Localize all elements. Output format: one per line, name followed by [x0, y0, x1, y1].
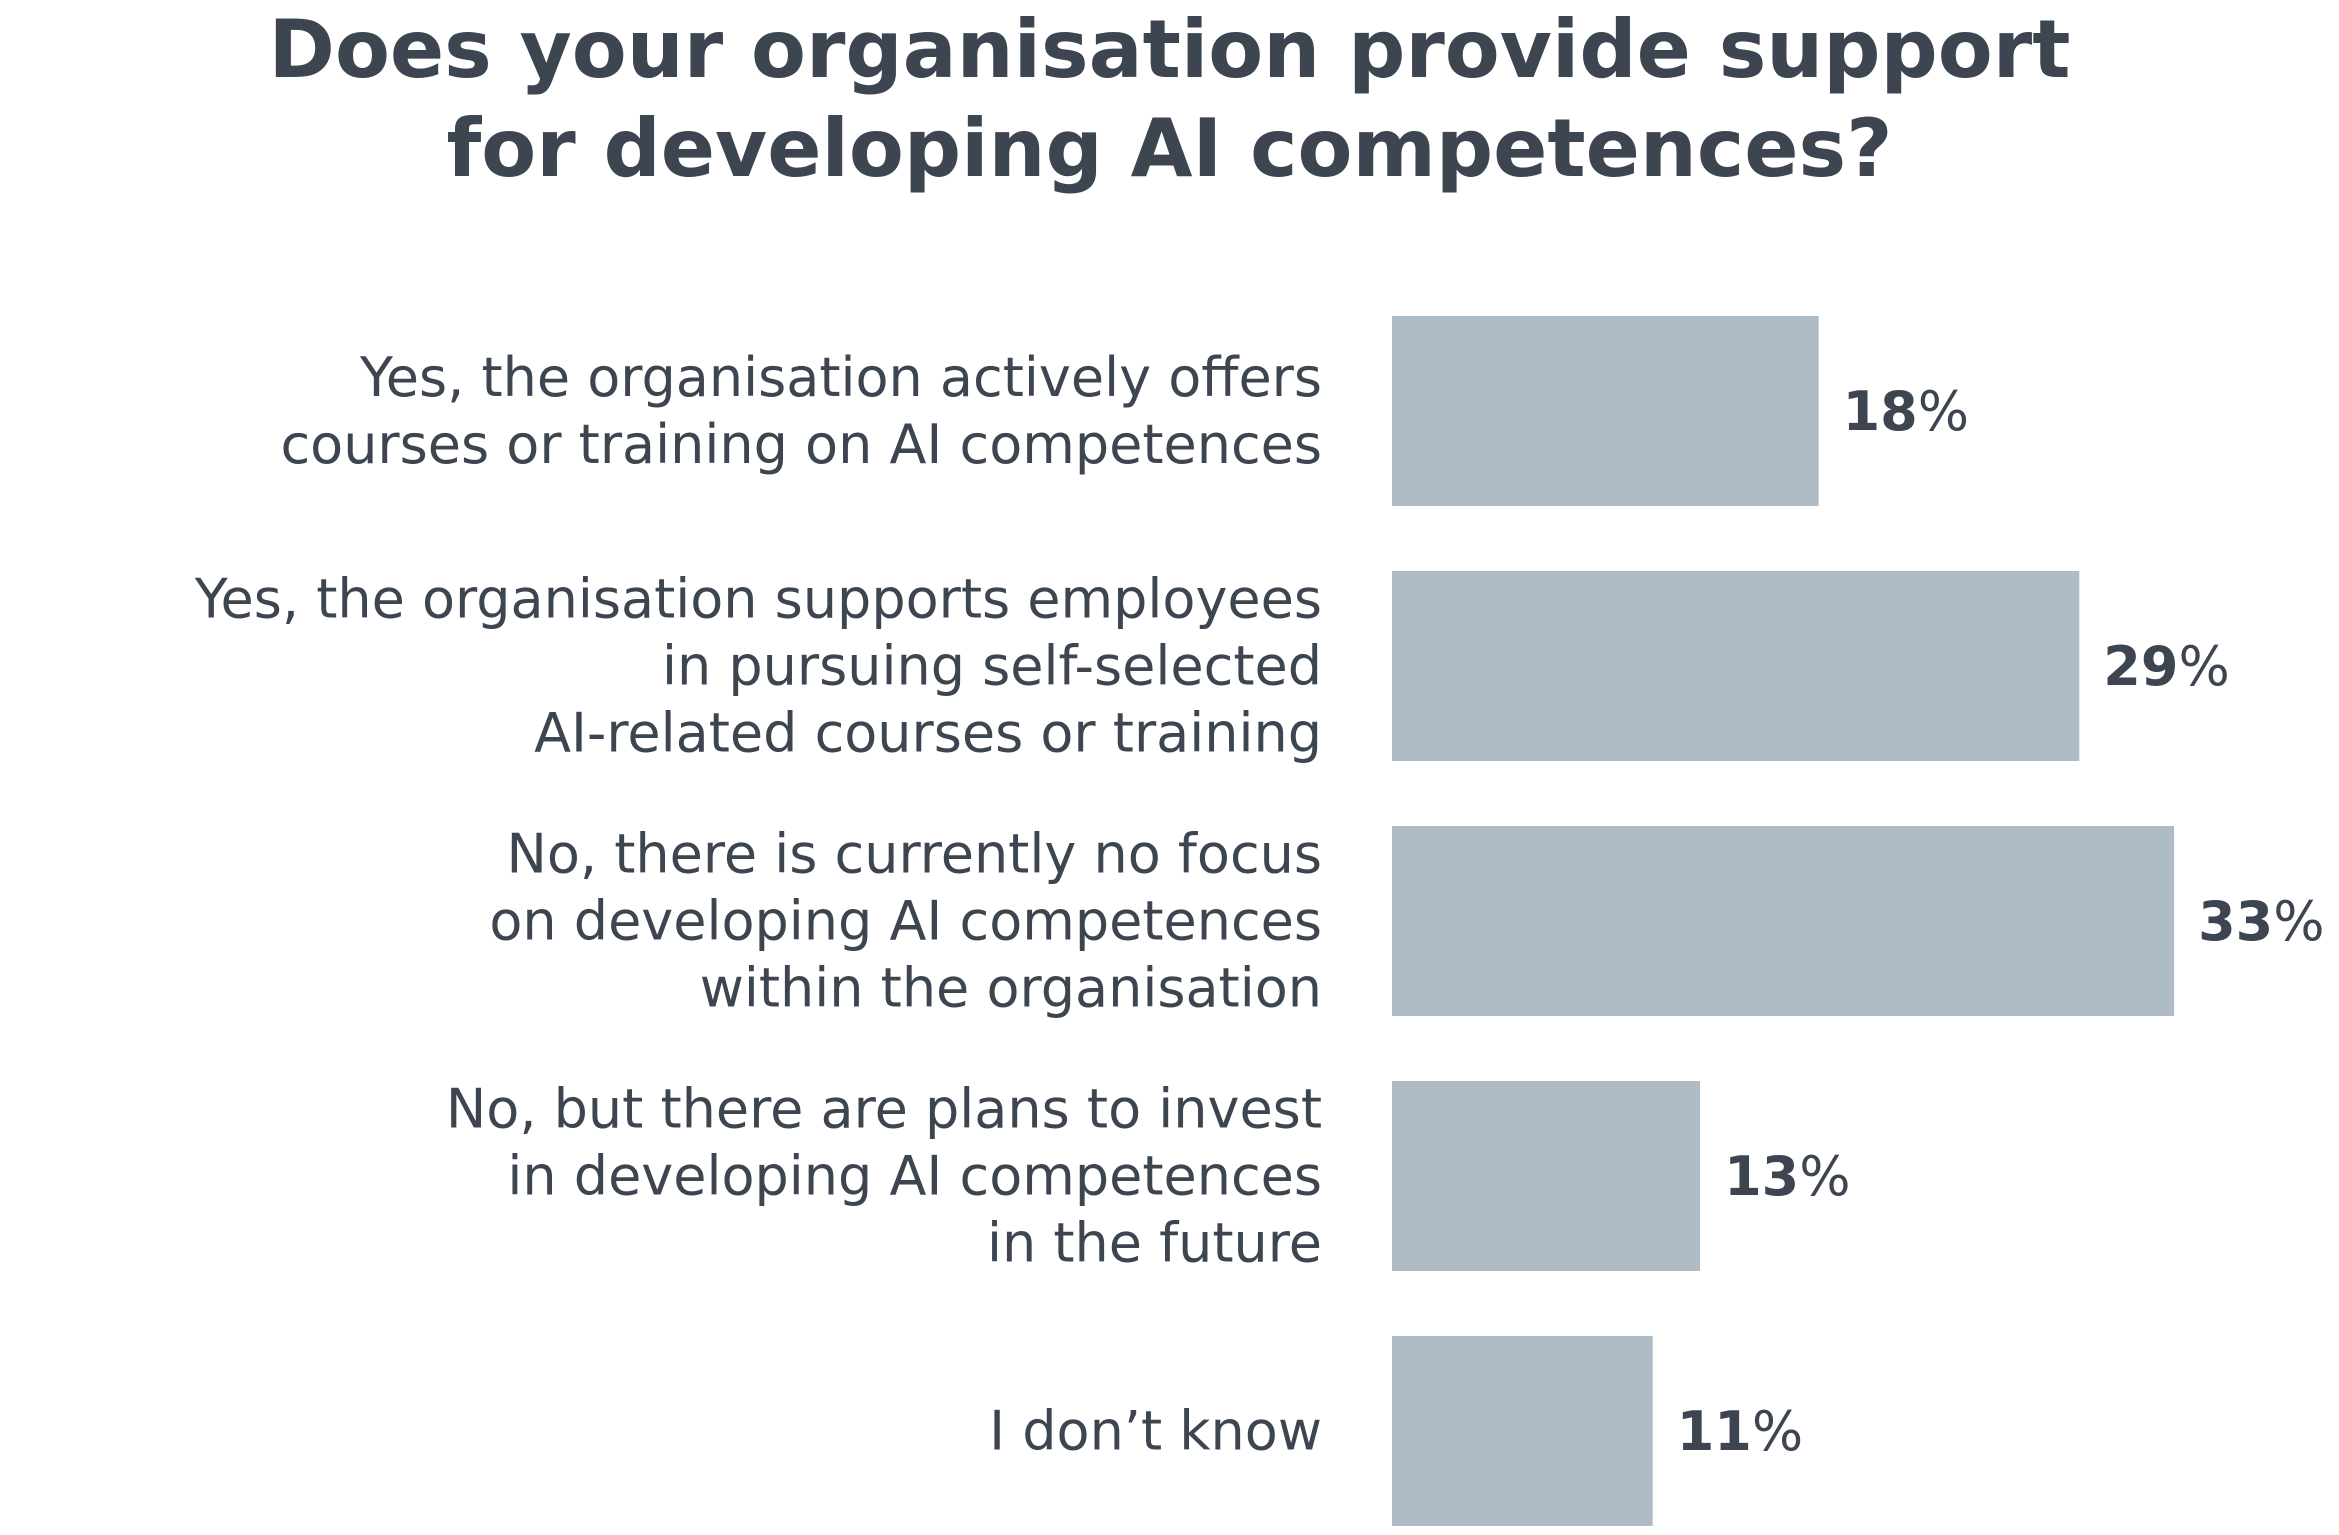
category-label-0-line-1: courses or training on AI competences	[280, 413, 1322, 476]
category-label-1-line-2: AI-related courses or training	[534, 702, 1322, 765]
category-label-2-line-0: No, there is currently no focus	[506, 823, 1322, 886]
value-label-1: 29%	[2103, 635, 2229, 698]
value-label-3: 13%	[1724, 1145, 1850, 1208]
value-label-2: 33%	[2198, 890, 2324, 953]
category-label-4-line-0: I don’t know	[989, 1400, 1322, 1463]
category-labels-group: Yes, the organisation actively offers cou…	[194, 346, 1322, 1463]
category-label-3-line-1: in developing AI competences	[507, 1145, 1322, 1208]
chart-title: Does your organisation provide support f…	[0, 0, 2339, 198]
category-label-3: No, but there are plans to invest in deve…	[446, 1078, 1322, 1275]
bars-group	[1392, 316, 2175, 1526]
bar-1	[1392, 571, 2080, 761]
bar-0	[1392, 316, 1819, 506]
category-label-2: No, there is currently no focus on develo…	[489, 823, 1322, 1020]
bar-3	[1392, 1081, 1701, 1271]
chart-title-line-1: Does your organisation provide support	[268, 3, 2071, 96]
category-label-0: Yes, the organisation actively offers cou…	[280, 346, 1322, 476]
chart-title-line-2: for developing AI competences?	[446, 102, 1893, 195]
bar-4	[1392, 1336, 1653, 1526]
category-label-1: Yes, the organisation supports employees…	[194, 568, 1322, 765]
category-label-1-line-0: Yes, the organisation supports employees	[194, 568, 1322, 631]
bar-2	[1392, 826, 2175, 1016]
value-label-4: 11%	[1677, 1400, 1803, 1463]
category-label-3-line-2: in the future	[987, 1212, 1322, 1275]
category-label-3-line-0: No, but there are plans to invest	[446, 1078, 1322, 1141]
category-label-0-line-0: Yes, the organisation actively offers	[359, 346, 1322, 409]
category-label-2-line-1: on developing AI competences	[489, 890, 1322, 953]
category-label-1-line-1: in pursuing self-selected	[662, 635, 1322, 698]
value-labels-group: 18% 29% 33% 13% 11%	[1677, 380, 2325, 1463]
category-label-2-line-2: within the organisation	[700, 957, 1322, 1020]
category-label-4: I don’t know	[989, 1400, 1322, 1463]
value-label-0: 18%	[1843, 380, 1969, 443]
